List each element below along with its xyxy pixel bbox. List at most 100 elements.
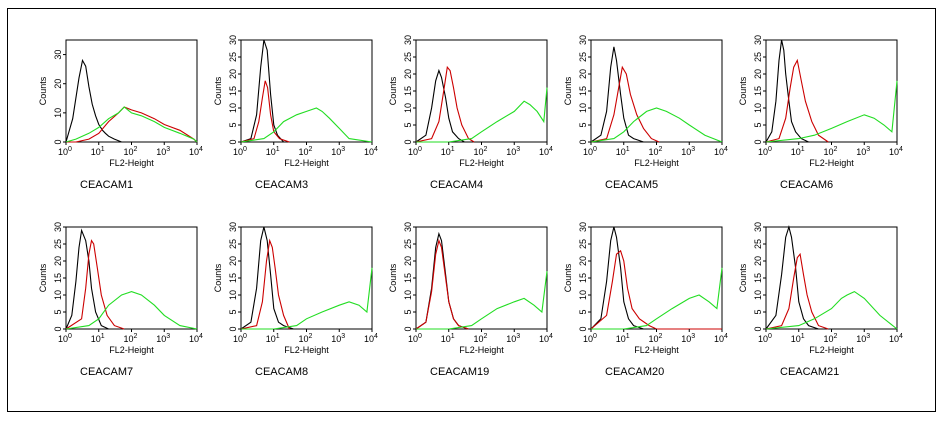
series-line-green	[240, 107, 373, 143]
y-tick-label: 0	[578, 139, 588, 144]
series-line-green	[590, 107, 723, 143]
plot-title: CEACAM8	[255, 366, 309, 378]
y-tick-label: 30	[403, 35, 413, 45]
y-tick-label: 20	[578, 69, 588, 79]
histogram-ceacam21: 0 5 10 15 20 25 30 100 101 102 103 104 FL2-Height Cou…	[738, 222, 903, 355]
y-tick-label: 20	[53, 256, 63, 266]
series-line-black	[65, 58, 132, 143]
y-tick-label: 5	[753, 309, 763, 314]
x-axis-label: FL2-Height	[459, 345, 504, 355]
histogram-ceacam8: 0 5 10 15 20 25 30 100 101 102 103 104 FL2-Height Cou…	[213, 222, 378, 355]
y-tick-label: 20	[228, 256, 238, 266]
histogram-ceacam7: 0 5 10 15 20 25 30 100 101 102 103 104 FL2-Height Cou…	[38, 222, 203, 355]
y-tick-label: 20	[403, 69, 413, 79]
y-tick-label: 5	[53, 309, 63, 314]
x-tick-label: 100	[233, 333, 247, 344]
series-line-black	[590, 226, 644, 330]
x-tick-label: 103	[856, 146, 870, 157]
series-line-red	[590, 65, 660, 143]
y-tick-label: 20	[753, 69, 763, 79]
y-tick-label: 0	[753, 139, 763, 144]
plot-title: CEACAM6	[780, 179, 834, 191]
x-tick-label: 101	[266, 333, 280, 344]
series-line-black	[765, 39, 809, 143]
series-line-red	[415, 238, 469, 330]
plot-title: CEACAM21	[780, 366, 840, 378]
y-tick-label: 0	[53, 139, 63, 144]
y-axis-label: Counts	[213, 263, 223, 292]
y-tick-label: 30	[228, 222, 238, 232]
x-tick-label: 101	[441, 146, 455, 157]
x-tick-label: 103	[156, 333, 170, 344]
x-tick-label: 103	[681, 333, 695, 344]
y-tick-label: 0	[53, 326, 63, 331]
y-tick-label: 5	[403, 122, 413, 127]
x-tick-label: 102	[124, 333, 138, 344]
y-tick-label: 15	[228, 86, 238, 96]
x-axis-label: FL2-Height	[284, 158, 329, 168]
y-tick-label: 25	[228, 239, 238, 249]
plot-title: CEACAM1	[80, 179, 134, 191]
series-line-black	[765, 224, 819, 330]
y-tick-label: 5	[578, 122, 588, 127]
histogram-ceacam19: 0 5 10 15 20 25 30 100 101 102 103 104 FL2-Height Cou…	[388, 222, 553, 355]
x-tick-label: 100	[233, 146, 247, 157]
y-tick-label: 25	[753, 52, 763, 62]
y-tick-label: 10	[578, 290, 588, 300]
series-line-black	[240, 226, 294, 330]
x-tick-label: 102	[649, 333, 663, 344]
x-axis-label: FL2-Height	[109, 345, 154, 355]
y-tick-label: 0	[403, 139, 413, 144]
series-line-green	[65, 291, 198, 330]
y-axis-label: Counts	[388, 263, 398, 292]
histogram-ceacam20: 0 5 10 15 20 25 30 100 101 102 103 104 FL2-Height Cou…	[563, 222, 728, 355]
y-tick-label: 0	[578, 326, 588, 331]
x-tick-label: 104	[364, 146, 378, 157]
y-tick-label: 15	[578, 86, 588, 96]
x-tick-label: 103	[506, 333, 520, 344]
x-axis-label: FL2-Height	[109, 158, 154, 168]
x-tick-label: 102	[474, 146, 488, 157]
y-tick-label: 5	[578, 309, 588, 314]
y-tick-label: 0	[228, 139, 238, 144]
series-line-red	[590, 249, 722, 330]
x-tick-label: 102	[299, 333, 313, 344]
y-axis-label: Counts	[38, 263, 48, 292]
series-line-black	[240, 39, 294, 143]
series-line-black	[415, 231, 469, 330]
plot-title: CEACAM5	[605, 179, 659, 191]
x-tick-label: 103	[506, 146, 520, 157]
y-axis-label: Counts	[213, 76, 223, 105]
x-tick-label: 102	[124, 146, 138, 157]
y-tick-label: 15	[753, 86, 763, 96]
x-tick-label: 101	[791, 333, 805, 344]
y-tick-label: 10	[578, 103, 588, 113]
x-tick-label: 101	[616, 146, 630, 157]
y-tick-label: 5	[753, 122, 763, 127]
plot-title: CEACAM20	[605, 366, 665, 378]
x-tick-label: 103	[156, 146, 170, 157]
y-tick-label: 20	[228, 69, 238, 79]
x-tick-label: 101	[791, 146, 805, 157]
x-tick-label: 100	[408, 146, 422, 157]
plot-area	[765, 39, 898, 143]
x-tick-label: 104	[539, 333, 553, 344]
x-tick-label: 103	[681, 146, 695, 157]
x-tick-label: 100	[58, 146, 72, 157]
x-tick-label: 100	[583, 333, 597, 344]
y-tick-label: 30	[53, 222, 63, 232]
series-line-red	[65, 239, 125, 330]
plot-area	[415, 39, 548, 143]
histogram-ceacam3: 0 5 10 15 20 25 30 100 101 102 103 104 FL2-Height Cou…	[213, 35, 378, 168]
y-axis-label: Counts	[388, 76, 398, 105]
x-axis-label: FL2-Height	[634, 345, 679, 355]
y-tick-label: 10	[753, 103, 763, 113]
x-tick-label: 103	[331, 333, 345, 344]
y-tick-label: 15	[403, 273, 413, 283]
x-tick-label: 101	[441, 333, 455, 344]
y-tick-label: 15	[403, 86, 413, 96]
y-tick-label: 25	[53, 239, 63, 249]
plot-area	[65, 39, 198, 143]
x-tick-label: 101	[91, 146, 105, 157]
